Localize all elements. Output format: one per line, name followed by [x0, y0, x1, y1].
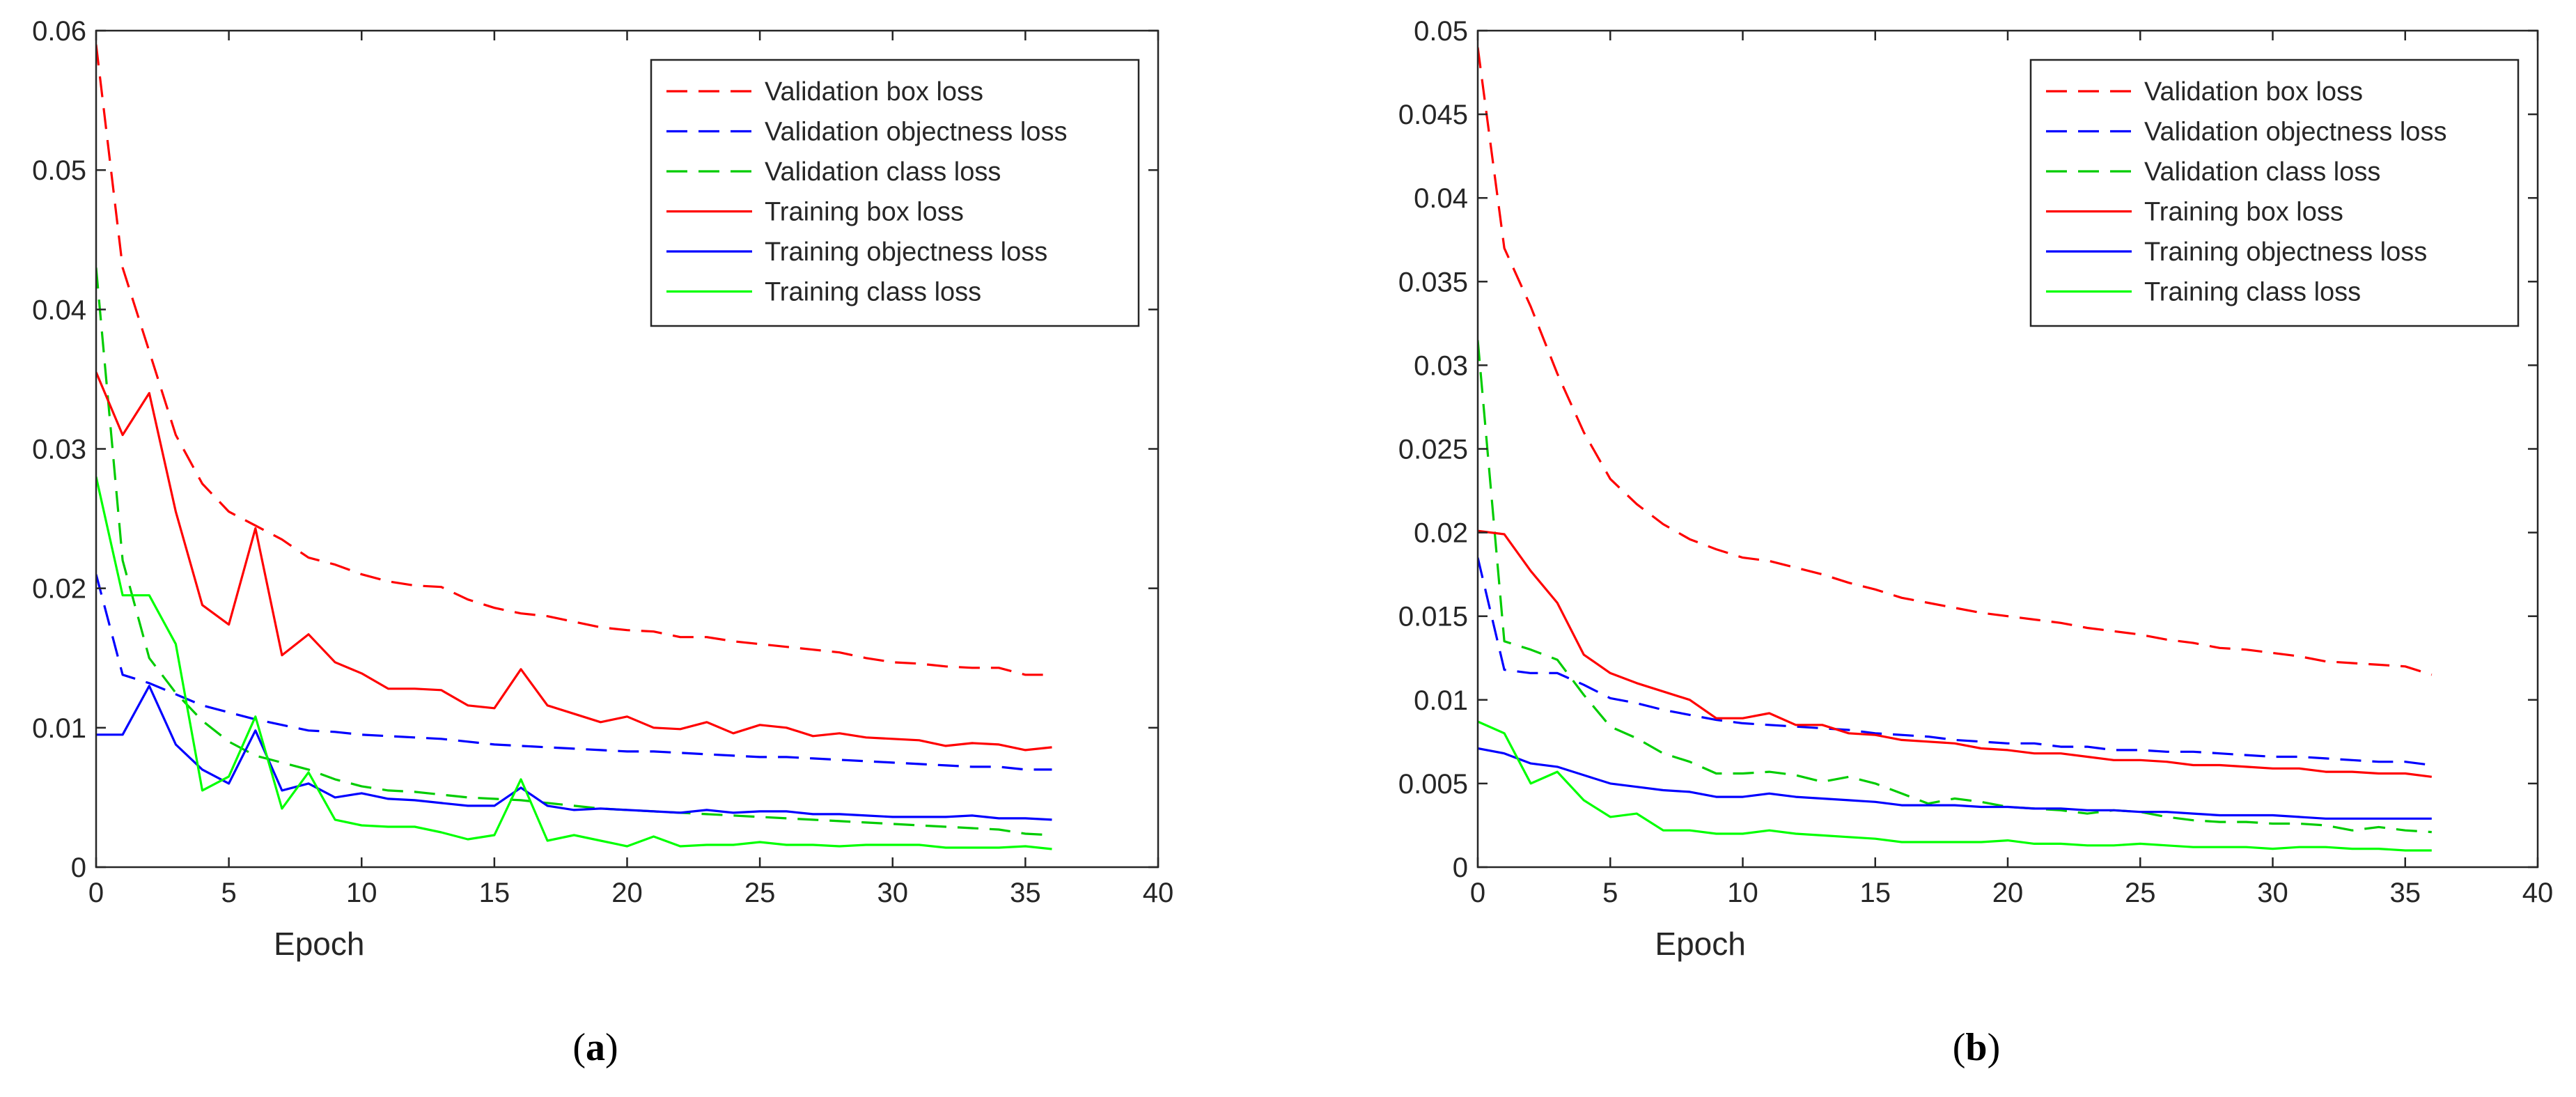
caption-b-letter: b: [1965, 1026, 1987, 1069]
series-line-a-3: [96, 267, 1052, 837]
series-line-b-6: [1478, 720, 2432, 852]
caption-a-letter: a: [586, 1026, 605, 1069]
x-tick-label-a: 35: [1010, 878, 1041, 908]
series-line-b-1: [1478, 47, 2433, 676]
x-tick-label-b: 15: [1860, 878, 1891, 908]
legend-label-a-4: Training box loss: [765, 198, 964, 227]
series-line-b-3: [1478, 340, 2432, 834]
x-tick-label-a: 40: [1143, 878, 1174, 908]
x-tick-label-b: 30: [2257, 878, 2288, 908]
y-tick-label-b: 0.05: [1414, 16, 1468, 47]
legend-b: Validation box loss Validation objectness…: [2029, 59, 2520, 327]
x-tick-label-b: 0: [1470, 878, 1485, 908]
x-tick-label-a: 5: [221, 878, 237, 908]
y-tick-label-b: 0.035: [1398, 267, 1468, 297]
x-tick-label-b: 5: [1602, 878, 1618, 908]
legend-label-b-1: Validation box loss: [2144, 77, 2363, 107]
y-tick-label-a: 0.05: [32, 155, 86, 186]
chart-a: 0 5 10 15 20 25 30 35 40 0 0.01 0.02 0.03 0.04 0.05 0.0…: [32, 16, 1173, 962]
y-tick-label-b: 0.015: [1398, 602, 1468, 632]
y-tick-label-b: 0.005: [1398, 769, 1468, 800]
y-tick-label-b: 0.03: [1414, 350, 1468, 381]
y-tick-label-a: 0.02: [32, 574, 86, 605]
y-tick-label-b: 0: [1453, 853, 1468, 883]
y-tick-label-a: 0: [71, 853, 86, 883]
legend-label-b-2: Validation objectness loss: [2144, 118, 2446, 147]
legend-label-b-5: Training objectness loss: [2144, 238, 2427, 267]
legend-label-b-4: Training box loss: [2144, 198, 2343, 227]
series-line-b-5: [1478, 747, 2432, 820]
x-tick-label-b: 35: [2390, 878, 2421, 908]
legend-a: Validation box loss Validation objectness…: [650, 59, 1140, 327]
y-tick-label-a: 0.04: [32, 295, 86, 325]
y-tick-label-b: 0.025: [1398, 435, 1468, 465]
x-tick-label-a: 0: [88, 878, 104, 908]
y-tick-label-b: 0.04: [1414, 183, 1468, 214]
series-line-b-4: [1478, 529, 2433, 778]
x-tick-label-b: 10: [1727, 878, 1758, 908]
plot-area-b: [1478, 47, 2433, 852]
legend-label-b-6: Training class loss: [2144, 278, 2361, 307]
series-line-b-2: [1478, 557, 2433, 767]
y-tick-label-a: 0.03: [32, 435, 86, 465]
legend-box-b: [2029, 59, 2520, 327]
chart-b: 0 5 10 15 20 25 30 35 40 0 0.005 0.01 0.015 0.02 0.025…: [1398, 16, 2553, 962]
y-tick-label-a: 0.06: [32, 16, 86, 47]
x-tick-label-a: 30: [877, 878, 909, 908]
x-tick-label-a: 15: [479, 878, 510, 908]
series-line-a-4: [96, 371, 1052, 752]
legend-label-a-6: Training class loss: [765, 278, 981, 307]
x-tick-label-a: 25: [744, 878, 776, 908]
series-line-a-5: [96, 685, 1052, 821]
x-axis-label-a: Epoch: [274, 926, 364, 962]
legend-label-a-1: Validation box loss: [765, 77, 983, 107]
caption-b: (b): [1953, 1026, 2000, 1069]
caption-a: (a): [572, 1026, 618, 1069]
y-tick-label-b: 0.045: [1398, 100, 1468, 130]
legend-label-b-3: Validation class loss: [2144, 157, 2380, 187]
legend-label-a-5: Training objectness loss: [765, 238, 1047, 267]
y-tick-label-b: 0.02: [1414, 518, 1468, 549]
legend-box-a: [650, 59, 1140, 327]
legend-label-a-3: Validation class loss: [765, 157, 1001, 187]
series-line-a-6: [96, 476, 1052, 850]
x-axis-label-b: Epoch: [1655, 926, 1745, 962]
series-line-a-1: [96, 44, 1052, 676]
x-tick-label-b: 40: [2522, 878, 2554, 908]
legend-label-a-2: Validation objectness loss: [765, 118, 1067, 147]
x-tick-label-b: 20: [1992, 878, 2024, 908]
x-tick-label-b: 25: [2125, 878, 2156, 908]
y-tick-label-a: 0.01: [32, 713, 86, 744]
x-tick-label-a: 20: [611, 878, 643, 908]
y-tick-label-b: 0.01: [1414, 685, 1468, 716]
x-tick-label-a: 10: [346, 878, 377, 908]
plot-area-a: [96, 44, 1052, 850]
